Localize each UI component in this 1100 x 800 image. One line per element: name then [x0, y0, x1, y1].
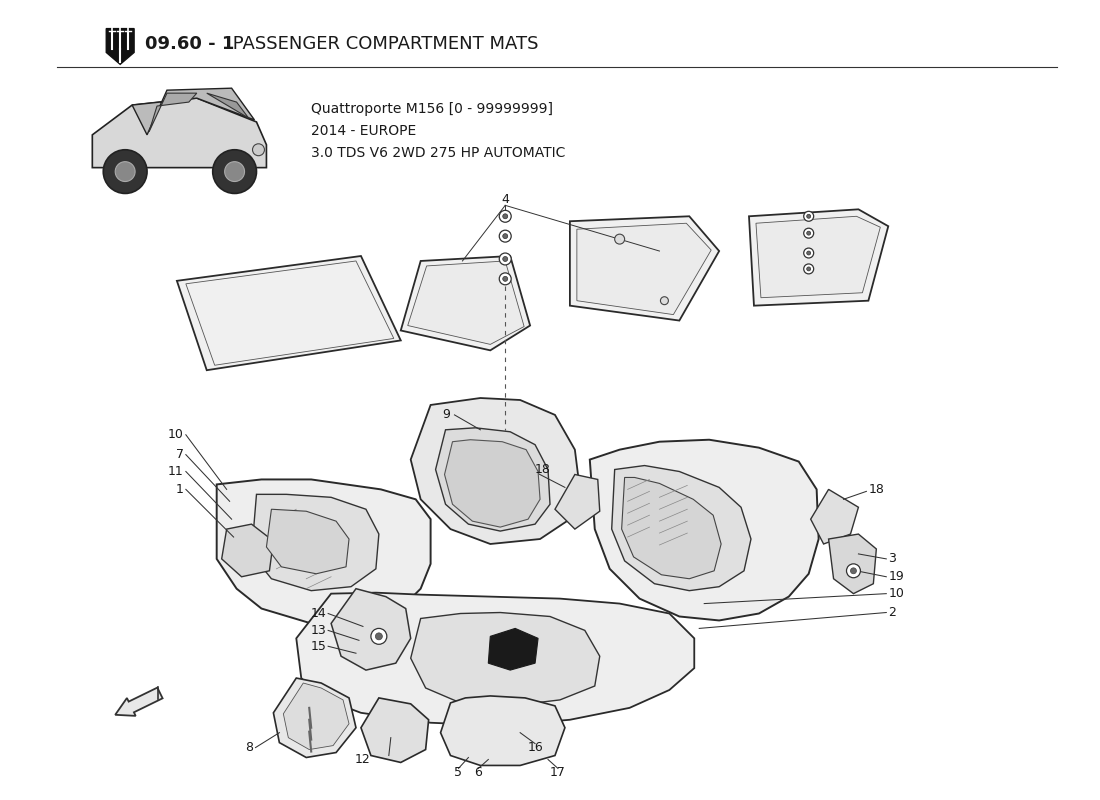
Circle shape [116, 162, 135, 182]
Text: 3.0 TDS V6 2WD 275 HP AUTOMATIC: 3.0 TDS V6 2WD 275 HP AUTOMATIC [311, 146, 565, 160]
Text: 8: 8 [245, 741, 253, 754]
Text: 1: 1 [176, 483, 184, 496]
Polygon shape [186, 261, 394, 366]
Polygon shape [92, 98, 266, 168]
Circle shape [503, 276, 508, 282]
Polygon shape [274, 678, 356, 758]
Polygon shape [488, 629, 538, 670]
Text: 10: 10 [889, 587, 904, 600]
Circle shape [847, 564, 860, 578]
Polygon shape [811, 490, 858, 544]
Text: 4: 4 [502, 193, 509, 206]
Text: 6: 6 [474, 766, 482, 779]
Circle shape [499, 230, 512, 242]
Text: 11: 11 [168, 465, 184, 478]
Circle shape [499, 210, 512, 222]
Polygon shape [444, 440, 540, 527]
Circle shape [253, 144, 264, 156]
Text: 19: 19 [889, 570, 904, 583]
Polygon shape [621, 478, 722, 578]
Polygon shape [570, 216, 719, 321]
Text: PASSENGER COMPARTMENT MATS: PASSENGER COMPARTMENT MATS [227, 35, 538, 54]
Circle shape [615, 234, 625, 244]
Circle shape [804, 248, 814, 258]
Polygon shape [217, 479, 430, 626]
Text: 16: 16 [527, 741, 543, 754]
Circle shape [499, 253, 512, 265]
Polygon shape [410, 398, 580, 544]
Polygon shape [107, 29, 134, 64]
Text: 10: 10 [168, 428, 184, 442]
Polygon shape [222, 524, 274, 577]
Circle shape [660, 297, 669, 305]
Text: 14: 14 [310, 607, 326, 620]
Circle shape [806, 251, 811, 255]
Circle shape [103, 150, 147, 194]
Polygon shape [361, 698, 429, 762]
Polygon shape [177, 256, 400, 370]
Polygon shape [331, 589, 410, 670]
Text: 9: 9 [442, 408, 451, 422]
Polygon shape [749, 210, 889, 306]
Text: 09.60 - 1: 09.60 - 1 [145, 35, 234, 54]
Polygon shape [284, 683, 349, 750]
Circle shape [850, 568, 857, 574]
Circle shape [212, 150, 256, 194]
Circle shape [806, 267, 811, 271]
Circle shape [375, 633, 383, 640]
Circle shape [224, 162, 244, 182]
Text: 12: 12 [355, 753, 371, 766]
Polygon shape [612, 466, 751, 590]
Polygon shape [441, 696, 565, 766]
Text: 7: 7 [176, 448, 184, 461]
Circle shape [806, 214, 811, 218]
Text: 18: 18 [868, 483, 884, 496]
Polygon shape [410, 613, 600, 706]
Polygon shape [590, 440, 818, 621]
Polygon shape [207, 93, 249, 118]
Polygon shape [408, 261, 524, 344]
Text: 13: 13 [310, 624, 326, 637]
Text: 2014 - EUROPE: 2014 - EUROPE [311, 124, 417, 138]
Circle shape [503, 257, 508, 262]
Polygon shape [556, 474, 600, 529]
Text: 2: 2 [889, 606, 896, 619]
Circle shape [503, 214, 508, 218]
Text: 5: 5 [454, 766, 462, 779]
Polygon shape [296, 593, 694, 726]
Polygon shape [436, 428, 550, 531]
Polygon shape [266, 510, 349, 574]
Polygon shape [148, 93, 197, 132]
Polygon shape [132, 88, 254, 135]
Circle shape [499, 273, 512, 285]
Polygon shape [400, 256, 530, 350]
Circle shape [804, 211, 814, 222]
FancyArrow shape [116, 687, 163, 716]
Circle shape [503, 234, 508, 238]
Polygon shape [576, 223, 712, 314]
Circle shape [806, 231, 811, 235]
Circle shape [804, 264, 814, 274]
Polygon shape [252, 494, 378, 590]
Polygon shape [828, 534, 877, 594]
Text: 18: 18 [535, 463, 551, 476]
Circle shape [804, 228, 814, 238]
Circle shape [371, 629, 387, 644]
Text: Quattroporte M156 [0 - 99999999]: Quattroporte M156 [0 - 99999999] [311, 102, 553, 116]
Text: 15: 15 [310, 640, 326, 653]
Polygon shape [756, 216, 880, 298]
Text: 17: 17 [550, 766, 565, 779]
Text: 3: 3 [889, 552, 896, 566]
